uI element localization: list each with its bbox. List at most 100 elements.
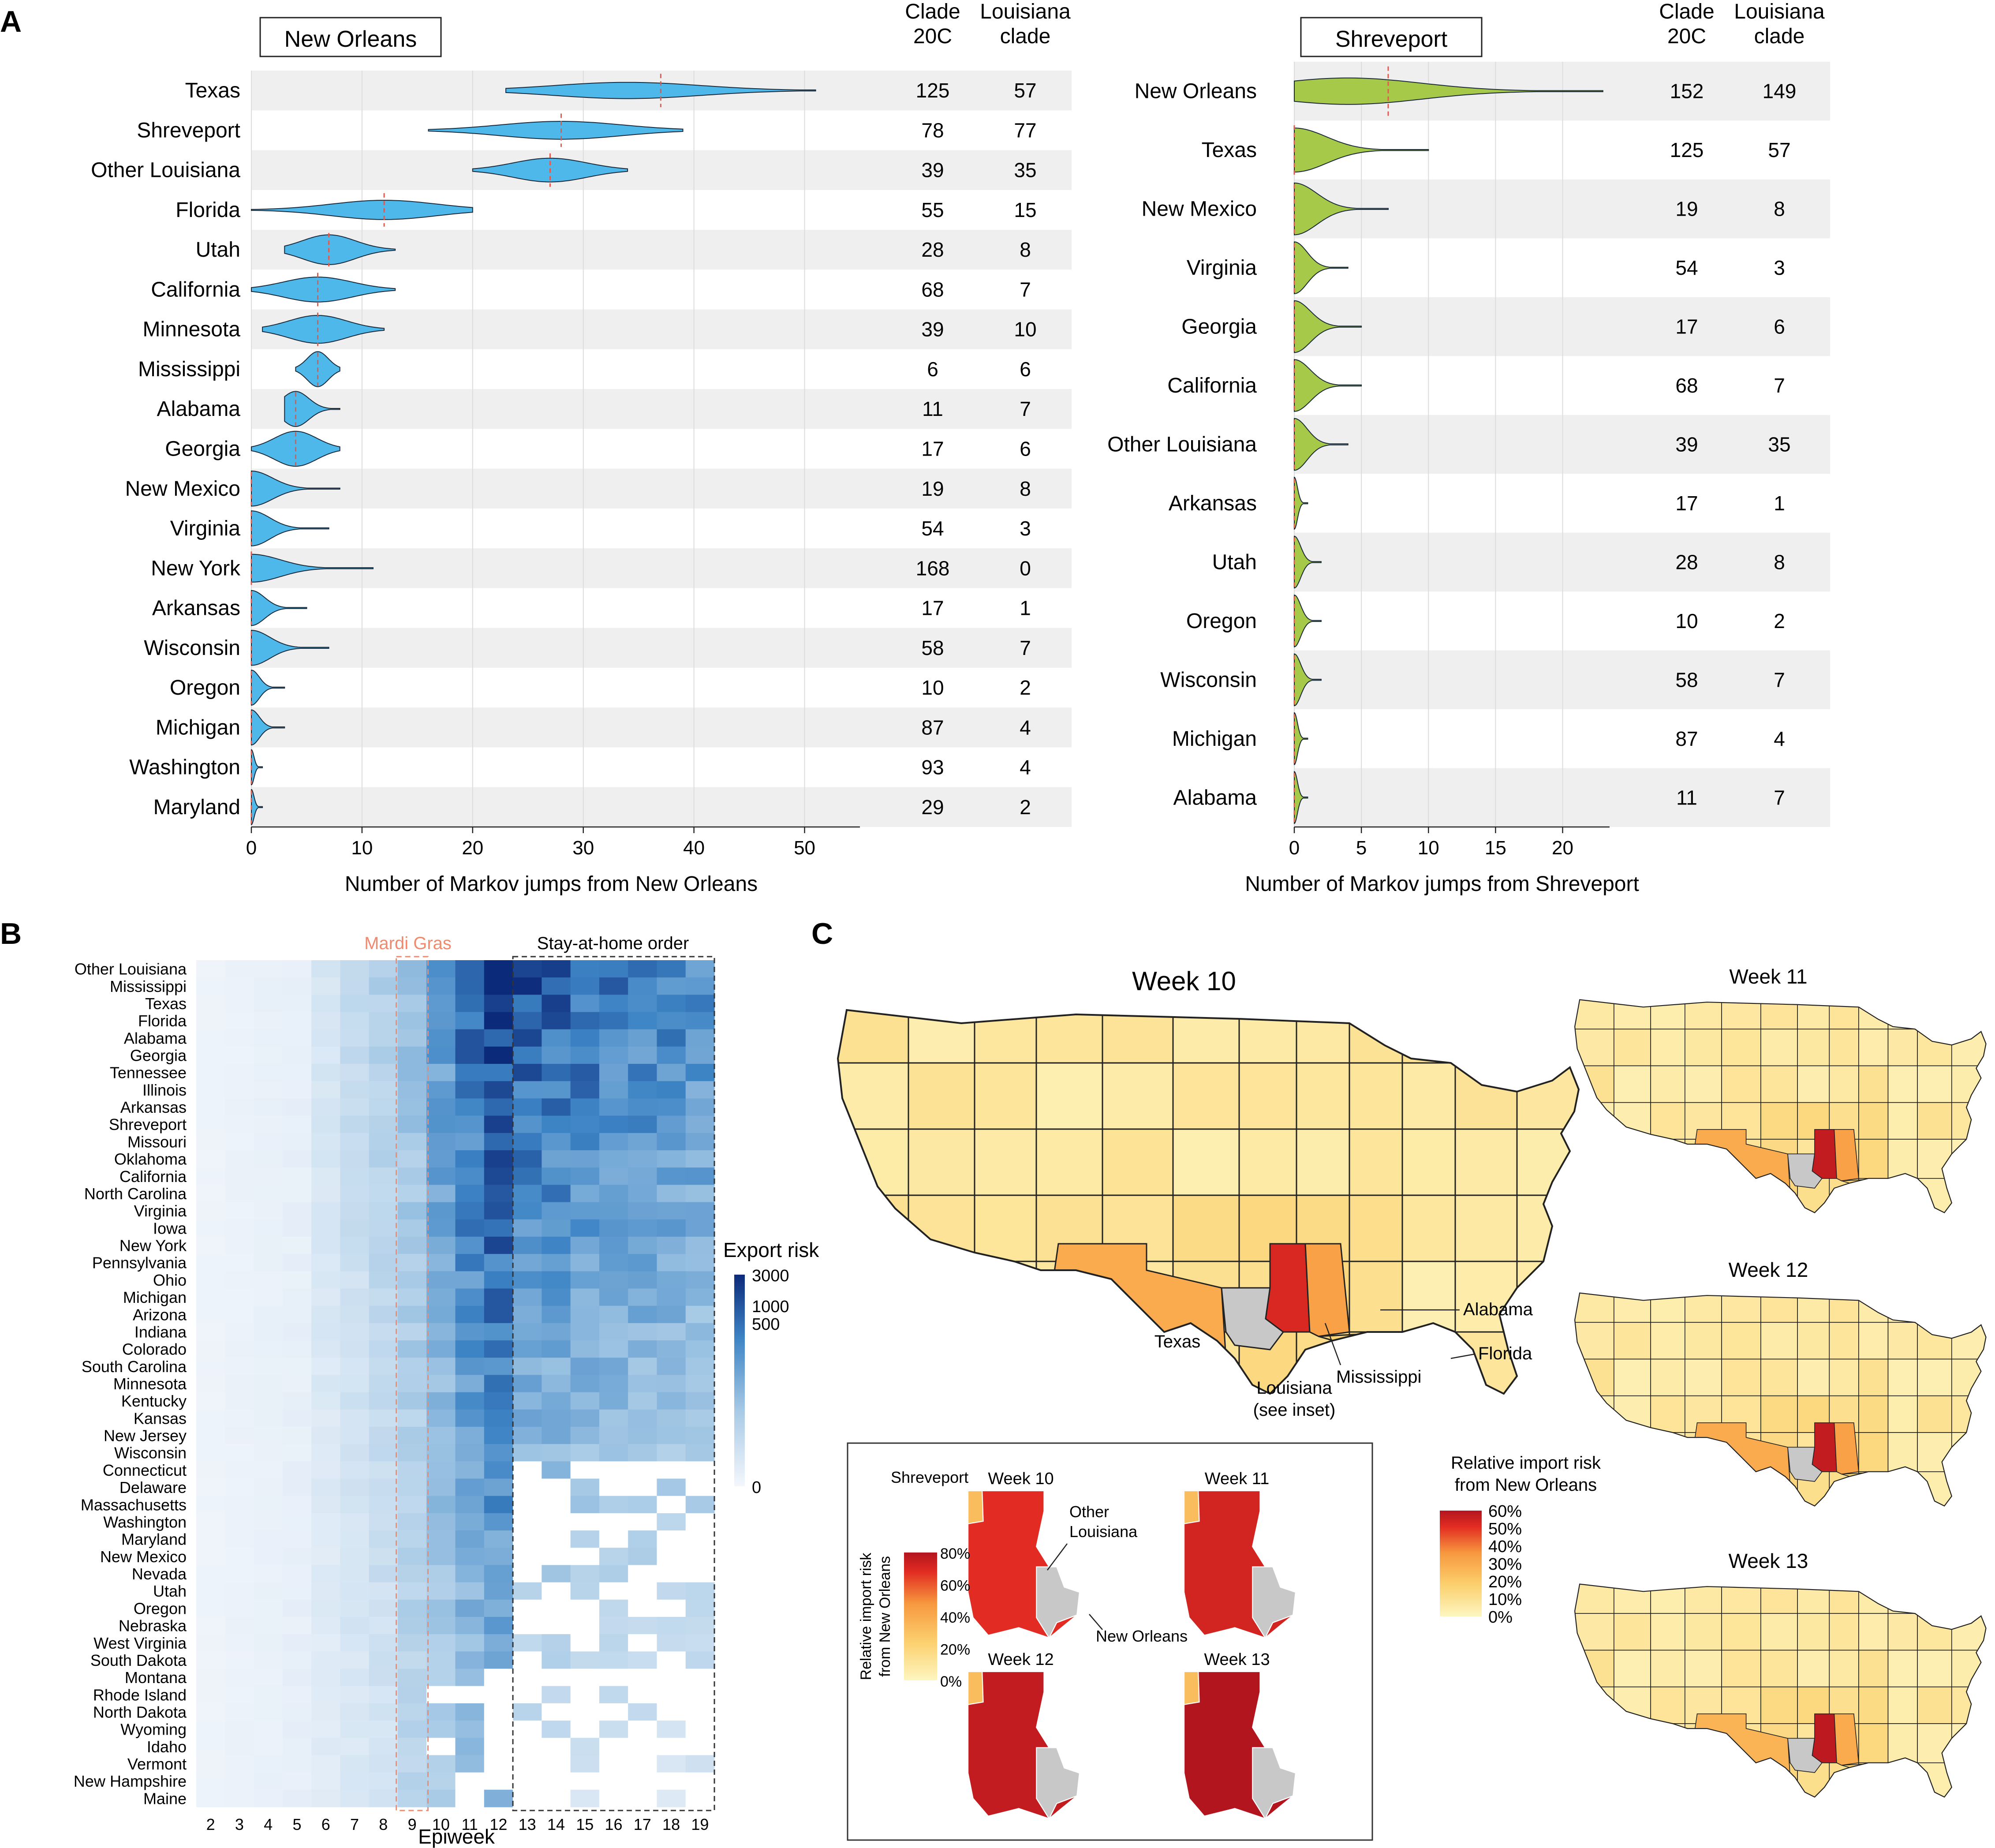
louisiana-clade-count: 6 bbox=[1020, 438, 1031, 460]
state-region bbox=[838, 1010, 909, 1064]
heatmap-cell bbox=[282, 1219, 312, 1237]
heatmap-cell bbox=[657, 1012, 686, 1030]
col-head-l1: Louisiana bbox=[1734, 0, 1825, 23]
heatmap-cell bbox=[397, 1150, 427, 1168]
heatmap-row-label: Kansas bbox=[134, 1409, 187, 1427]
state-region bbox=[1685, 1613, 1722, 1651]
heatmap-cell bbox=[254, 1478, 283, 1496]
heatmap-cell bbox=[397, 1548, 427, 1566]
heatmap-cell bbox=[599, 1046, 628, 1064]
heatmap-cell bbox=[254, 1548, 283, 1566]
heatmap-row-label: North Dakota bbox=[93, 1703, 187, 1721]
heatmap-cell bbox=[196, 1012, 225, 1030]
state-region bbox=[1172, 1062, 1240, 1130]
heatmap-cell bbox=[685, 1340, 715, 1358]
heatmap-cell bbox=[340, 1323, 370, 1341]
heatmap-cell bbox=[455, 1721, 485, 1738]
heatmap-cell bbox=[254, 1236, 283, 1254]
heatmap-cell bbox=[657, 1599, 686, 1617]
heatmap-cell bbox=[657, 1668, 686, 1687]
heatmap-cell bbox=[397, 1461, 427, 1479]
state-region bbox=[1575, 1723, 1614, 1763]
heatmap-cell bbox=[397, 1185, 427, 1203]
x-tick-label: 10 bbox=[351, 837, 373, 859]
heatmap-cell bbox=[599, 1219, 628, 1237]
heatmap-cell bbox=[397, 1668, 427, 1687]
heatmap-cell bbox=[657, 1461, 686, 1479]
heatmap-cell bbox=[628, 1772, 658, 1790]
heatmap-cell bbox=[282, 1444, 312, 1462]
state-region bbox=[1721, 999, 1761, 1030]
heatmap-cell bbox=[311, 1029, 340, 1047]
map-label-see-inset: (see inset) bbox=[1253, 1400, 1336, 1420]
clade-20c-count: 125 bbox=[1670, 138, 1704, 161]
heatmap-cell bbox=[397, 1582, 427, 1600]
heatmap-cell bbox=[369, 1599, 398, 1617]
heatmap-cell bbox=[311, 1478, 340, 1496]
map-legend-bar bbox=[1440, 1511, 1482, 1616]
heatmap-cell bbox=[397, 1288, 427, 1306]
heatmap-cell bbox=[628, 1755, 658, 1773]
state-region bbox=[1917, 1432, 1952, 1472]
heatmap-cell bbox=[426, 1461, 456, 1479]
heatmap-cell bbox=[513, 1668, 542, 1687]
heatmap-cell bbox=[282, 1098, 312, 1116]
heatmap-cell bbox=[455, 1064, 485, 1081]
louisiana-clade-count: 149 bbox=[1763, 80, 1797, 103]
heatmap-cell bbox=[196, 1651, 225, 1669]
state-region bbox=[1401, 1194, 1456, 1262]
heatmap-cell bbox=[369, 1789, 398, 1807]
heatmap-cell bbox=[484, 1098, 513, 1116]
state-region bbox=[1685, 1471, 1722, 1506]
heatmap-week-label: 6 bbox=[321, 1815, 330, 1833]
map-legend-tick: 10% bbox=[1488, 1590, 1522, 1609]
us-map-week-12 bbox=[1574, 1292, 1987, 1507]
heatmap-cell bbox=[599, 1323, 628, 1341]
heatmap-cell bbox=[369, 1755, 398, 1773]
heatmap-week-label: 2 bbox=[206, 1815, 215, 1833]
heatmap-cell bbox=[542, 1530, 571, 1548]
heatmap-cell bbox=[311, 1686, 340, 1704]
heatmap-cell bbox=[282, 1133, 312, 1151]
heatmap-cell bbox=[426, 1668, 456, 1687]
heatmap-cell bbox=[599, 1426, 628, 1444]
heatmap-row-label: New York bbox=[120, 1237, 187, 1255]
heatmap-cell bbox=[282, 1496, 312, 1514]
heatmap-cell bbox=[311, 1185, 340, 1203]
map-body bbox=[1575, 999, 1986, 1213]
heatmap-cell bbox=[225, 1115, 254, 1133]
heatmap-week-label: 15 bbox=[576, 1815, 594, 1833]
heatmap-cell bbox=[484, 1686, 513, 1704]
heatmap-cell bbox=[369, 1565, 398, 1583]
heatmap-cell bbox=[196, 1115, 225, 1133]
heatmap-cell bbox=[542, 1150, 571, 1168]
inset-legend-tick: 80% bbox=[940, 1545, 970, 1562]
heatmap-cell bbox=[542, 1133, 571, 1151]
x-tick-label: 0 bbox=[246, 837, 257, 859]
heatmap-cell bbox=[628, 1340, 658, 1358]
state-region bbox=[1887, 1322, 1918, 1360]
heatmap-cell bbox=[570, 1444, 600, 1462]
heatmap-cell bbox=[513, 1288, 542, 1306]
heatmap-cell bbox=[484, 1202, 513, 1220]
heatmap-cell bbox=[513, 1150, 542, 1168]
heatmap-cell bbox=[340, 1202, 370, 1220]
heatmap-cell bbox=[254, 1306, 283, 1324]
heatmap-cell bbox=[455, 1340, 485, 1358]
heatmap-cell bbox=[340, 1340, 370, 1358]
state-region bbox=[1721, 1065, 1761, 1103]
heatmap-cell bbox=[254, 1392, 283, 1410]
heatmap-cell bbox=[254, 1651, 283, 1669]
heatmap-cell bbox=[397, 1651, 427, 1669]
heatmap-cell bbox=[225, 1599, 254, 1617]
heatmap-cell bbox=[570, 1288, 600, 1306]
inset-new-orleans bbox=[1036, 1566, 1080, 1639]
heatmap-cell bbox=[340, 1548, 370, 1566]
heatmap-cell bbox=[455, 1738, 485, 1756]
heatmap-cell bbox=[196, 1496, 225, 1514]
heatmap-week-label: 3 bbox=[235, 1815, 244, 1833]
heatmap-cell bbox=[513, 1496, 542, 1514]
heatmap-cell bbox=[542, 1098, 571, 1116]
heatmap-cell bbox=[513, 1115, 542, 1133]
louisiana-clade-count: 3 bbox=[1774, 256, 1785, 279]
